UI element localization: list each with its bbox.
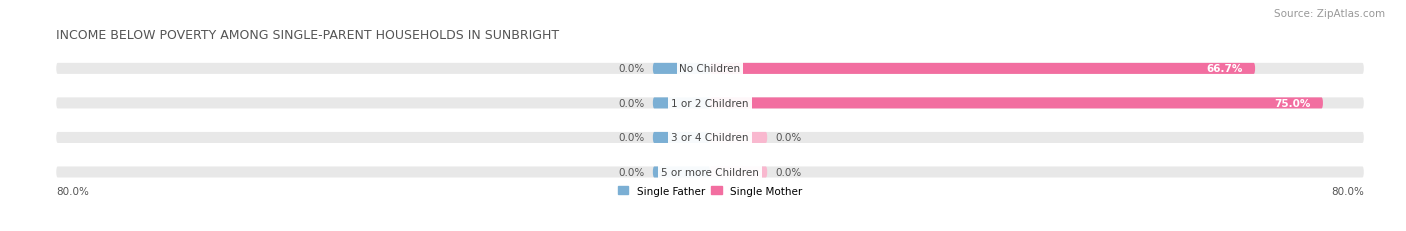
Text: 0.0%: 0.0%: [619, 167, 644, 177]
Text: No Children: No Children: [679, 64, 741, 74]
FancyBboxPatch shape: [56, 98, 1364, 109]
Legend: Single Father, Single Mother: Single Father, Single Mother: [617, 186, 803, 196]
Text: 0.0%: 0.0%: [776, 133, 801, 143]
Text: 0.0%: 0.0%: [619, 64, 644, 74]
Text: INCOME BELOW POVERTY AMONG SINGLE-PARENT HOUSEHOLDS IN SUNBRIGHT: INCOME BELOW POVERTY AMONG SINGLE-PARENT…: [56, 29, 560, 42]
FancyBboxPatch shape: [710, 132, 768, 143]
Text: 0.0%: 0.0%: [619, 133, 644, 143]
FancyBboxPatch shape: [56, 64, 1364, 75]
Text: 66.7%: 66.7%: [1206, 64, 1243, 74]
FancyBboxPatch shape: [710, 98, 1323, 109]
FancyBboxPatch shape: [56, 132, 1364, 143]
Text: 0.0%: 0.0%: [619, 98, 644, 108]
Text: 80.0%: 80.0%: [1331, 187, 1364, 197]
FancyBboxPatch shape: [652, 98, 710, 109]
FancyBboxPatch shape: [652, 132, 710, 143]
Text: 1 or 2 Children: 1 or 2 Children: [671, 98, 749, 108]
Text: 5 or more Children: 5 or more Children: [661, 167, 759, 177]
FancyBboxPatch shape: [710, 64, 1256, 75]
Text: 3 or 4 Children: 3 or 4 Children: [671, 133, 749, 143]
FancyBboxPatch shape: [652, 64, 710, 75]
FancyBboxPatch shape: [652, 167, 710, 178]
Text: 75.0%: 75.0%: [1274, 98, 1310, 108]
Text: Source: ZipAtlas.com: Source: ZipAtlas.com: [1274, 9, 1385, 19]
FancyBboxPatch shape: [710, 167, 768, 178]
Text: 80.0%: 80.0%: [56, 187, 89, 197]
Text: 0.0%: 0.0%: [776, 167, 801, 177]
FancyBboxPatch shape: [56, 167, 1364, 178]
